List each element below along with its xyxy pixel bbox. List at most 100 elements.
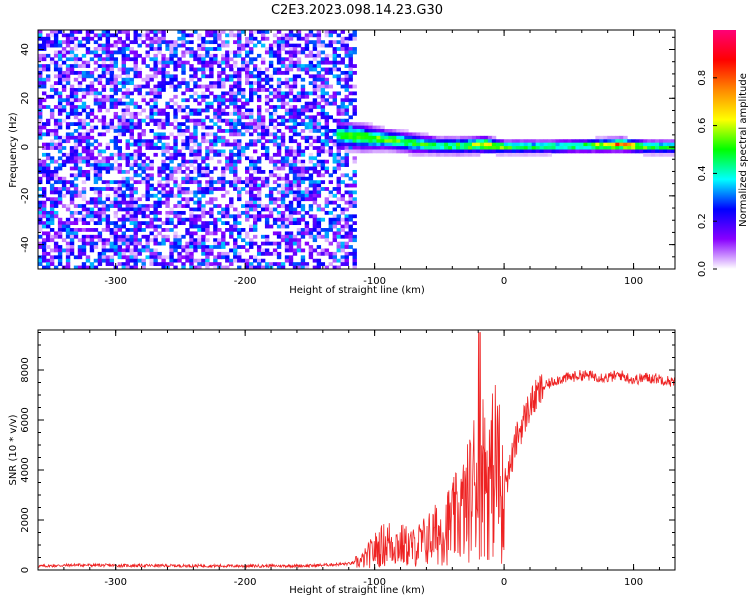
- heatmap-cell: [256, 94, 262, 99]
- heatmap-cell: [205, 115, 210, 120]
- heatmap-cell: [316, 111, 322, 116]
- heatmap-cell: [432, 149, 437, 154]
- heatmap-cell: [348, 224, 353, 229]
- heatmap-cell: [38, 122, 43, 126]
- heatmap-cell: [587, 149, 592, 154]
- heatmap-cell: [125, 156, 130, 161]
- heatmap-cell: [189, 159, 194, 164]
- heatmap-cell: [296, 30, 302, 34]
- heatmap-cell: [109, 43, 115, 48]
- heatmap-cell: [113, 187, 119, 191]
- heatmap-cell: [181, 248, 186, 253]
- heatmap-cell: [288, 204, 294, 208]
- heatmap-cell: [245, 169, 250, 174]
- heatmap-cell: [161, 33, 166, 38]
- heatmap-cell: [185, 176, 190, 181]
- heatmap-cell: [221, 53, 226, 58]
- heatmap-cell: [268, 262, 274, 266]
- heatmap-cell: [149, 224, 154, 229]
- heatmap-cell: [237, 234, 242, 239]
- heatmap-cell: [81, 74, 87, 79]
- heatmap-cell: [245, 53, 250, 58]
- heatmap-cell: [324, 251, 330, 256]
- heatmap-cell: [312, 47, 318, 51]
- heatmap-cell: [49, 108, 55, 113]
- heatmap-cell: [288, 111, 294, 116]
- heatmap-cell: [145, 50, 150, 55]
- heatmap-cell: [57, 163, 63, 167]
- heatmap-cell: [237, 47, 242, 51]
- heatmap-cell: [324, 129, 330, 133]
- heatmap-cell: [344, 53, 349, 58]
- heatmap-cell: [316, 122, 322, 126]
- heatmap-cell: [284, 245, 290, 249]
- heatmap-cell: [69, 197, 75, 202]
- heatmap-cell: [73, 228, 79, 232]
- heatmap-cell: [93, 197, 99, 202]
- heatmap-cell: [117, 197, 123, 202]
- heatmap-cell: [173, 224, 178, 229]
- heatmap-cell: [671, 142, 676, 147]
- heatmap-cell: [256, 193, 262, 198]
- heatmap-cell: [205, 139, 210, 144]
- heatmap-cell: [599, 142, 604, 147]
- heatmap-cell: [344, 262, 349, 266]
- heatmap-cell: [173, 47, 178, 51]
- heatmap-cell: [237, 221, 242, 226]
- heatmap-cell: [185, 197, 190, 202]
- heatmap-cell: [77, 118, 83, 123]
- heatmap-cell: [225, 40, 230, 45]
- heatmap-cell: [412, 139, 417, 144]
- heatmap-cell: [448, 139, 453, 144]
- heatmap-cell: [77, 122, 83, 126]
- heatmap-cell: [249, 224, 254, 229]
- heatmap-cell: [209, 221, 214, 226]
- heatmap-cell: [288, 207, 294, 212]
- heatmap-cell: [157, 180, 162, 185]
- heatmap-cell: [324, 125, 330, 130]
- heatmap-cell: [41, 77, 47, 82]
- heatmap-cell: [61, 50, 67, 55]
- heatmap-cell: [41, 36, 47, 41]
- heatmap-cell: [89, 217, 95, 222]
- heatmap-cell: [217, 251, 222, 256]
- heatmap-cell: [41, 166, 47, 171]
- heatmap-cell: [663, 152, 668, 157]
- heatmap-cell: [639, 149, 644, 154]
- heatmap-cell: [173, 135, 178, 140]
- heatmap-cell: [153, 118, 158, 123]
- heatmap-cell: [73, 156, 79, 161]
- heatmap-cell: [45, 169, 51, 174]
- heatmap-cell: [237, 108, 242, 113]
- heatmap-cell: [133, 217, 138, 222]
- heatmap-cell: [41, 169, 47, 174]
- heatmap-cell: [340, 108, 345, 113]
- heatmap-cell: [245, 125, 250, 130]
- heatmap-cell: [483, 135, 489, 140]
- heatmap-cell: [563, 142, 568, 147]
- heatmap-cell: [264, 248, 270, 253]
- heatmap-cell: [117, 166, 123, 171]
- heatmap-cell: [487, 142, 493, 147]
- heatmap-cell: [53, 166, 59, 171]
- heatmap-cell: [288, 57, 294, 62]
- heatmap-cell: [113, 234, 119, 239]
- spectrogram-cells: [38, 30, 676, 270]
- heatmap-cell: [105, 228, 111, 232]
- heatmap-cell: [53, 245, 59, 249]
- heatmap-cell: [89, 152, 95, 157]
- heatmap-cell: [61, 183, 67, 188]
- heatmap-cell: [607, 149, 612, 154]
- heatmap-cell: [280, 36, 286, 41]
- heatmap-cell: [292, 81, 298, 86]
- heatmap-cell: [129, 67, 134, 72]
- heatmap-cell: [280, 139, 286, 144]
- heatmap-cell: [93, 234, 99, 239]
- heatmap-cell: [49, 57, 55, 62]
- heatmap-cell: [73, 57, 79, 62]
- heatmap-cell: [217, 36, 222, 41]
- heatmap-cell: [137, 221, 142, 226]
- heatmap-cell: [73, 176, 79, 181]
- heatmap-cell: [547, 146, 552, 150]
- heatmap-cell: [141, 118, 146, 123]
